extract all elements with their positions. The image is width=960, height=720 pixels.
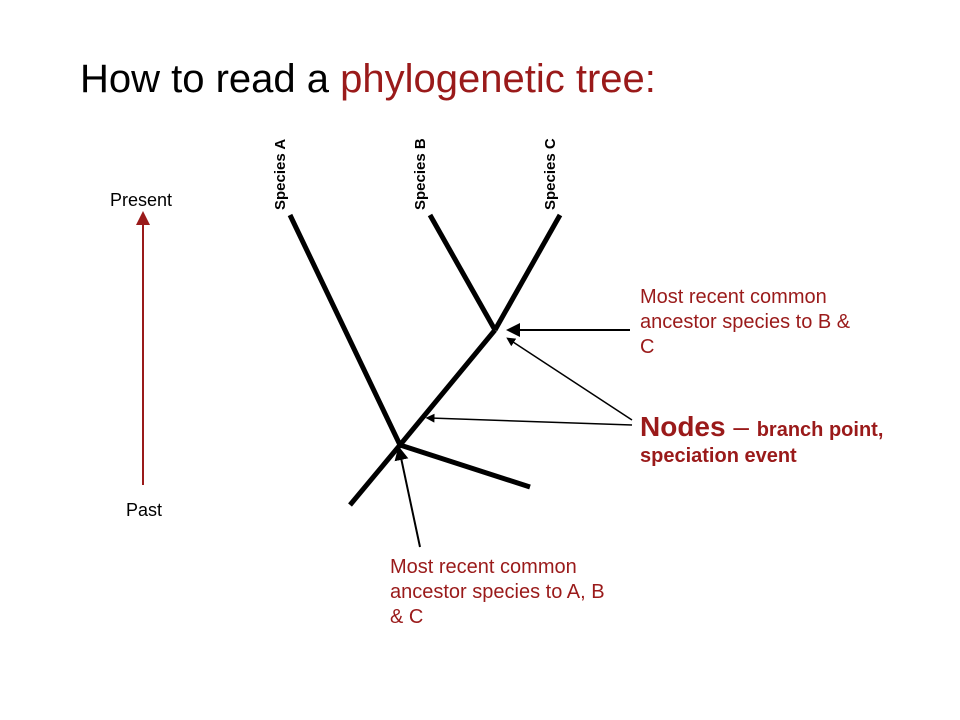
arrow-to-root-node — [400, 453, 420, 547]
past-label: Past — [126, 500, 162, 521]
abc-ancestor-label: Most recent common ancestor species to A… — [390, 555, 620, 630]
branch-bc-to-root — [400, 330, 495, 445]
diagram-stage: How to read a phylogenetic tree: Present… — [0, 0, 960, 720]
species-c-label: Species C — [542, 138, 559, 210]
branch-a — [290, 215, 400, 445]
title-prefix: How to read a — [80, 57, 340, 101]
bc-ancestor-label: Most recent common ancestor species to B… — [640, 285, 870, 360]
present-label: Present — [110, 190, 172, 211]
branch-c — [495, 215, 560, 330]
arrow-nodes-to-root — [430, 418, 632, 425]
arrow-nodes-to-bc — [510, 340, 632, 420]
title-highlight: phylogenetic tree: — [340, 57, 656, 101]
branch-root-tail — [350, 445, 400, 505]
nodes-definition: Nodes – branch point, speciation event — [640, 410, 900, 468]
nodes-dash: – — [726, 411, 757, 442]
species-a-label: Species A — [272, 139, 289, 210]
branch-b — [430, 215, 495, 330]
nodes-heading: Nodes — [640, 411, 726, 442]
branch-cross-extension — [400, 445, 530, 487]
species-b-label: Species B — [412, 138, 429, 210]
page-title: How to read a phylogenetic tree: — [80, 55, 960, 103]
